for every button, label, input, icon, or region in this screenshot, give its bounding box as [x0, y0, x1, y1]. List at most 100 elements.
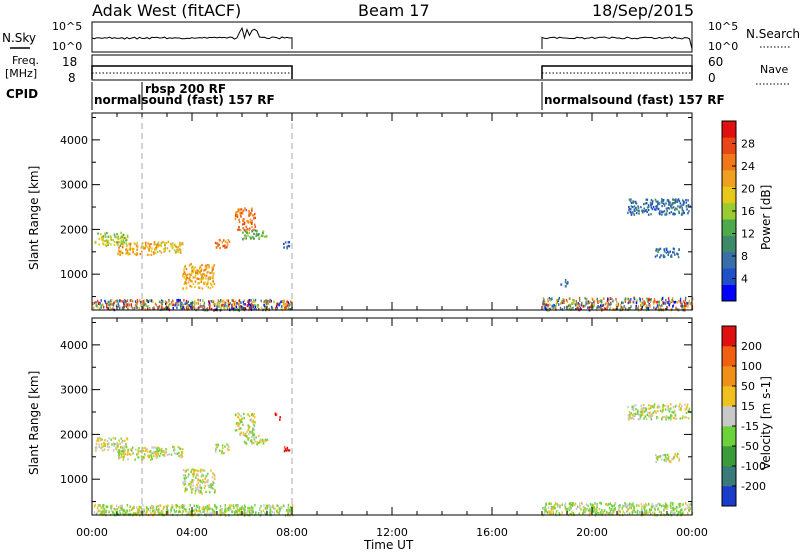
freq-label: Freq. [12, 54, 39, 67]
ground-scatter-point [544, 509, 546, 512]
scatter-point [113, 444, 115, 447]
scatter-point [237, 412, 239, 415]
ground-scatter-point [287, 503, 290, 507]
scatter-point [661, 416, 664, 419]
ground-scatter-point [269, 300, 272, 303]
freq-tick-bottom: 8 [68, 71, 76, 85]
ground-scatter-point [213, 510, 215, 513]
scatter-point [101, 236, 103, 239]
ground-scatter-point [685, 304, 687, 307]
ground-scatter-point [113, 301, 115, 305]
scatter-point [205, 480, 207, 483]
scatter-point [188, 483, 190, 486]
ground-scatter-point [228, 506, 230, 510]
scatter-point [203, 469, 205, 472]
ground-scatter-point [677, 506, 679, 509]
scatter-point [164, 244, 167, 247]
scatter-point [669, 460, 671, 463]
ground-scatter-point [618, 509, 620, 512]
scatter-point [121, 448, 124, 451]
scatter-point [146, 253, 149, 256]
scatter-point [196, 271, 198, 274]
ground-scatter-point [231, 306, 234, 309]
scatter-point [189, 486, 192, 489]
scatter-point [129, 453, 132, 457]
scatter-point [176, 452, 178, 455]
scatter-point [258, 236, 261, 239]
ground-scatter-point [606, 299, 609, 303]
ground-scatter-point [679, 297, 682, 301]
scatter-point [122, 458, 125, 461]
scatter-point [118, 451, 121, 454]
ground-scatter-point [110, 509, 113, 512]
ground-scatter-point [140, 300, 143, 304]
scatter-point [247, 438, 249, 441]
scatter-point [155, 454, 158, 457]
ground-scatter-point [589, 503, 592, 506]
ground-scatter-point [642, 303, 645, 307]
scatter-point [251, 230, 253, 233]
scatter-point [288, 241, 291, 244]
nsky-panel: N.Sky 10^5 10^0 10^5 10^0 N.Search [2, 20, 800, 53]
ground-scatter-point [224, 304, 226, 307]
ground-scatter-point [264, 507, 267, 510]
ground-scatter-point [242, 302, 245, 306]
scatter-point [655, 460, 657, 464]
scatter-point [242, 434, 245, 437]
ground-scatter-point [585, 508, 587, 511]
ground-scatter-point [121, 506, 123, 510]
ground-scatter-point [237, 504, 239, 508]
ground-scatter-point [546, 511, 549, 514]
ground-scatter-point [136, 509, 139, 513]
scatter-point [207, 264, 209, 267]
ground-scatter-point [666, 506, 668, 509]
scatter-point [654, 208, 657, 211]
ground-scatter-point [162, 300, 164, 303]
ground-scatter-point [171, 506, 173, 509]
nsky-tick-bottom: 10^0 [52, 40, 82, 53]
scatter-point [211, 271, 213, 274]
scatter-point [634, 209, 636, 212]
scatter-point [168, 453, 170, 456]
ground-scatter-point [553, 505, 555, 509]
ground-scatter-point [240, 301, 242, 304]
scatter-point [185, 268, 188, 271]
ground-scatter-point [641, 297, 644, 301]
scatter-point [190, 484, 193, 487]
ground-scatter-point [250, 505, 253, 509]
ground-scatter-point [660, 298, 663, 302]
scatter-point [631, 414, 634, 417]
scatter-point [239, 434, 241, 437]
ground-scatter-point [161, 509, 164, 512]
ground-scatter-point [653, 298, 656, 301]
ground-scatter-point [240, 507, 243, 510]
ground-scatter-point [260, 504, 262, 508]
ground-scatter-point [210, 511, 212, 515]
ground-scatter-point [134, 300, 137, 303]
ground-scatter-point [558, 504, 560, 507]
ground-scatter-point [145, 511, 147, 514]
nsky-line [91, 26, 293, 49]
scatter-point [208, 276, 211, 279]
ground-scatter-point [592, 504, 595, 507]
ground-scatter-point [202, 308, 205, 311]
scatter-point [100, 237, 103, 240]
scatter-point [183, 282, 186, 285]
ground-scatter-point [669, 301, 672, 305]
scatter-point [104, 243, 107, 246]
ground-scatter-point [179, 304, 182, 308]
ground-scatter-point [243, 511, 246, 515]
scatter-point [665, 247, 668, 250]
ground-scatter-point [109, 306, 111, 309]
scatter-point [160, 447, 163, 450]
ground-scatter-point [288, 509, 291, 512]
ground-scatter-point [682, 503, 684, 506]
scatter-point [164, 249, 167, 252]
ground-scatter-point [240, 513, 242, 516]
scatter-point [196, 483, 198, 486]
ground-scatter-point [636, 299, 638, 302]
ground-scatter-point [201, 507, 203, 511]
ground-scatter-point [172, 306, 174, 310]
ground-scatter-point [618, 506, 621, 510]
scatter-point [212, 265, 215, 268]
